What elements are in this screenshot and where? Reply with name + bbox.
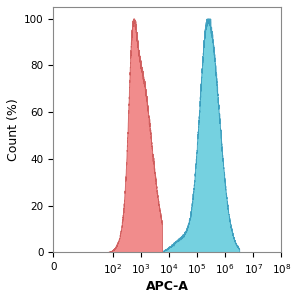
Y-axis label: Count (%): Count (%) (7, 98, 20, 161)
X-axis label: APC-A: APC-A (146, 280, 189, 293)
